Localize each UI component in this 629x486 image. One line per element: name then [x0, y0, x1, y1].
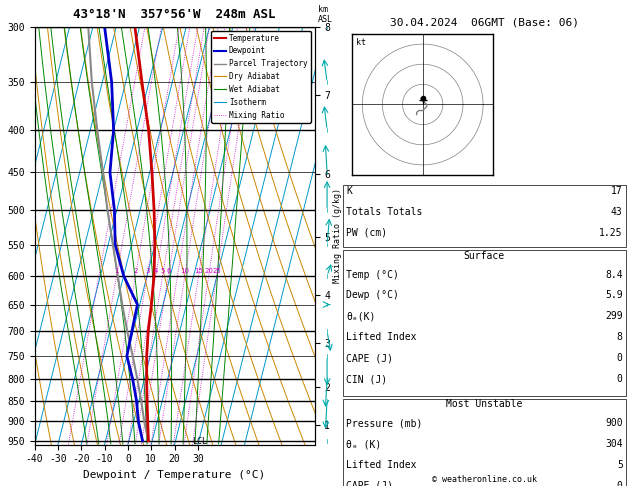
Title: 43°18'N  357°56'W  248m ASL: 43°18'N 357°56'W 248m ASL [74, 8, 276, 21]
Text: Lifted Index: Lifted Index [346, 332, 416, 342]
Text: 0: 0 [617, 374, 623, 384]
Text: 1.25: 1.25 [599, 228, 623, 238]
Text: PW (cm): PW (cm) [346, 228, 387, 238]
Text: Most Unstable: Most Unstable [446, 399, 523, 410]
Text: θₑ(K): θₑ(K) [346, 312, 376, 321]
Text: 5.9: 5.9 [605, 291, 623, 300]
Text: θₑ (K): θₑ (K) [346, 439, 381, 449]
Text: 5: 5 [617, 460, 623, 470]
Text: 6: 6 [166, 268, 171, 274]
X-axis label: Dewpoint / Temperature (°C): Dewpoint / Temperature (°C) [84, 470, 265, 480]
Text: 20: 20 [204, 268, 213, 274]
Text: kt: kt [356, 38, 366, 47]
Text: 17: 17 [611, 186, 623, 196]
Text: Temp (°C): Temp (°C) [346, 270, 399, 279]
Text: 30.04.2024  06GMT (Base: 06): 30.04.2024 06GMT (Base: 06) [390, 17, 579, 27]
Text: 0: 0 [617, 353, 623, 363]
Text: 2: 2 [133, 268, 138, 274]
Text: Totals Totals: Totals Totals [346, 207, 422, 217]
Text: Pressure (mb): Pressure (mb) [346, 418, 422, 428]
Text: 1: 1 [114, 268, 119, 274]
Text: km
ASL: km ASL [318, 5, 333, 24]
Text: K: K [346, 186, 352, 196]
Text: 43: 43 [611, 207, 623, 217]
Text: Lifted Index: Lifted Index [346, 460, 416, 470]
Text: 25: 25 [213, 268, 221, 274]
Text: LCL: LCL [192, 437, 207, 447]
Text: Surface: Surface [464, 251, 505, 261]
Y-axis label: hPa: hPa [0, 226, 2, 246]
Text: 8: 8 [617, 332, 623, 342]
Text: 4: 4 [154, 268, 158, 274]
Legend: Temperature, Dewpoint, Parcel Trajectory, Dry Adiabat, Wet Adiabat, Isotherm, Mi: Temperature, Dewpoint, Parcel Trajectory… [211, 31, 311, 122]
Text: 10: 10 [181, 268, 189, 274]
Text: 299: 299 [605, 312, 623, 321]
Text: 304: 304 [605, 439, 623, 449]
Text: 0: 0 [617, 481, 623, 486]
Text: CIN (J): CIN (J) [346, 374, 387, 384]
Text: © weatheronline.co.uk: © weatheronline.co.uk [432, 474, 537, 484]
Y-axis label: Mixing Ratio (g/kg): Mixing Ratio (g/kg) [333, 188, 342, 283]
Text: 8.4: 8.4 [605, 270, 623, 279]
Text: 3: 3 [145, 268, 150, 274]
Text: 5: 5 [160, 268, 165, 274]
Text: CAPE (J): CAPE (J) [346, 481, 393, 486]
Text: 900: 900 [605, 418, 623, 428]
Text: CAPE (J): CAPE (J) [346, 353, 393, 363]
Text: 15: 15 [194, 268, 203, 274]
Text: Dewp (°C): Dewp (°C) [346, 291, 399, 300]
